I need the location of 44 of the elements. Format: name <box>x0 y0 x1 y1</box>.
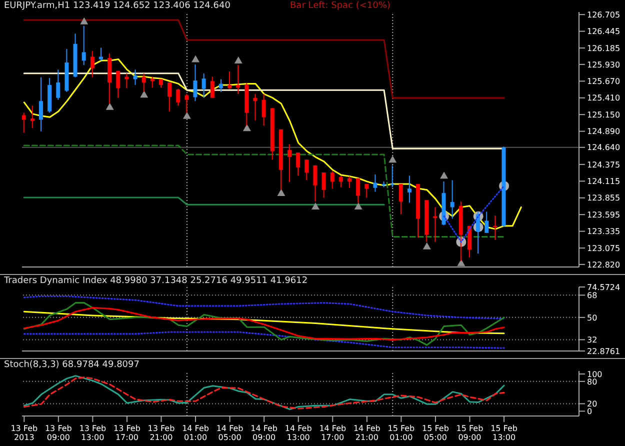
y-tick-label: 124.375 <box>587 160 620 170</box>
y-tick-label: 125.670 <box>587 76 620 86</box>
y-tick-label: 80 <box>587 377 598 386</box>
y-tick-label: 123.595 <box>587 210 620 220</box>
chart-title: EURJPY.arm,H1 123.419 124.652 123.406 124.640 <box>4 0 230 12</box>
x-tick-label: 13 Feb 2013 <box>10 424 38 442</box>
y-tick-label: 125.930 <box>587 60 620 70</box>
chart-title: Stoch(8,3,3) 68.9784 49.8097 <box>4 359 140 371</box>
y-tick-label: 74.5724 <box>587 282 620 292</box>
y-tick-label: 125.150 <box>587 110 620 120</box>
y-tick-label: 123.335 <box>587 227 620 236</box>
x-tick-label: 15 Feb 05:00 <box>422 424 449 442</box>
y-tick-label: 124.890 <box>587 127 620 136</box>
y-tick-label: 0 <box>587 407 592 416</box>
x-tick-label: 15 Feb 01:00 <box>388 424 415 442</box>
x-tick-label: 14 Feb 21:00 <box>353 424 380 442</box>
chart-title: Traders Dynamic Index 48.9980 37.1348 25.2716 49.9511 41.9612 <box>4 275 308 287</box>
x-tick-label: 13 Feb 17:00 <box>114 424 140 442</box>
y-tick-label: 123.075 <box>587 244 620 253</box>
y-tick-label: 126.705 <box>587 10 620 20</box>
x-tick-label: 14 Feb 09:00 <box>250 424 278 442</box>
y-tick-label: 123.855 <box>587 194 620 203</box>
y-tick-label: 20 <box>587 400 598 409</box>
y-tick-label: 100 <box>587 370 602 379</box>
x-tick-label: 13 Feb 21:00 <box>148 424 175 442</box>
x-tick-label: 15 Feb 13:00 <box>490 424 518 442</box>
x-tick-label: 14 Feb 13:00 <box>284 424 312 442</box>
x-tick-label: 14 Feb 17:00 <box>319 424 346 442</box>
x-tick-label: 13 Feb 13:00 <box>79 424 106 442</box>
y-tick-label: 68 <box>587 290 598 300</box>
y-tick-label: 124.115 <box>587 176 620 186</box>
y-tick-label: 22.8761 <box>587 346 620 356</box>
y-tick-label: 124.640 <box>587 143 620 152</box>
text: Bar Left: Spac (<10%) <box>290 0 390 12</box>
x-tick-label: 14 Feb 05:00 <box>216 424 244 442</box>
x-tick-label: 15 Feb 09:00 <box>456 424 484 442</box>
x-tick-label: 14 Feb 01:00 <box>182 424 209 442</box>
x-tick-label: 13 Feb 09:00 <box>44 424 72 442</box>
y-tick-label: 122.820 <box>587 260 620 270</box>
y-tick-label: 126.445 <box>587 27 620 36</box>
y-tick-label: 125.410 <box>587 94 620 103</box>
y-tick-label: 50 <box>587 313 598 322</box>
y-tick-label: 126.185 <box>587 44 620 53</box>
y-tick-label: 32 <box>587 336 598 345</box>
